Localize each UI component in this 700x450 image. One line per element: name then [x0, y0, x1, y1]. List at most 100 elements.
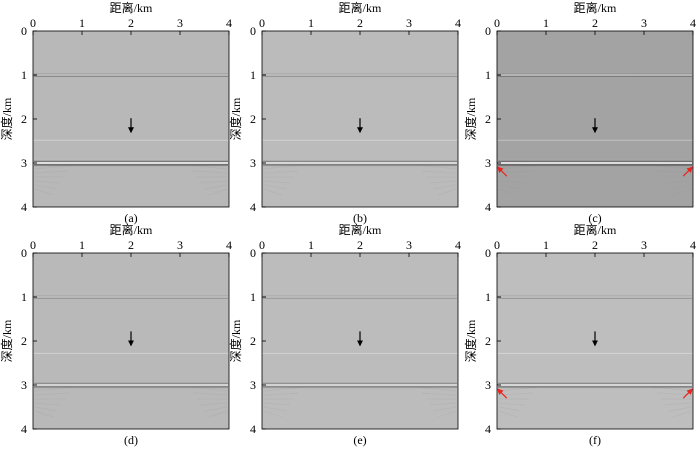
y-tick-label: 1 [21, 290, 27, 304]
x-tick-label: 3 [641, 16, 647, 30]
y-tick-label: 0 [485, 246, 491, 260]
reflector-1km [34, 73, 228, 77]
y-tick-label: 4 [21, 200, 27, 214]
noise-streak [204, 184, 228, 190]
noise-streak [664, 180, 692, 184]
y-axis-label: 深度/km [0, 97, 14, 140]
noise-streak [668, 406, 692, 412]
x-tick-label: 2 [128, 16, 134, 30]
noise-streak [263, 188, 283, 196]
noise-streak [208, 188, 228, 196]
y-tick-label: 3 [250, 156, 256, 170]
y-tick-label: 4 [250, 422, 256, 436]
noise-streak [421, 170, 457, 174]
x-tick-label: 4 [690, 238, 696, 252]
x-tick-label: 4 [226, 238, 232, 252]
noise-streak [263, 184, 287, 190]
x-tick-label: 4 [690, 16, 696, 30]
y-tick-label: 0 [250, 24, 256, 38]
x-tick-label: 0 [494, 16, 500, 30]
x-tick-label: 0 [30, 16, 36, 30]
x-tick-label: 4 [226, 16, 232, 30]
reflector-3km [263, 381, 457, 389]
noise-streak [208, 410, 228, 418]
noise-streak [263, 392, 299, 396]
y-tick-label: 2 [250, 112, 256, 126]
y-tick-label: 1 [21, 68, 27, 82]
y-axis-label: 深度/km [463, 97, 478, 140]
noise-streak [672, 188, 692, 196]
y-tick-label: 1 [485, 290, 491, 304]
y-tick-label: 0 [485, 24, 491, 38]
noise-streak [433, 406, 457, 412]
noise-streak [498, 184, 522, 190]
noise-streak [429, 180, 457, 184]
reflector-1km [34, 295, 228, 299]
y-tick-label: 0 [250, 246, 256, 260]
y-tick-label: 4 [485, 200, 491, 214]
x-tick-label: 0 [259, 238, 265, 252]
x-axis-label: 距离/km [110, 222, 153, 237]
x-axis-label: 距离/km [110, 0, 153, 15]
x-tick-label: 3 [406, 238, 412, 252]
reflector-3km [263, 159, 457, 167]
noise-streak [656, 170, 692, 174]
x-tick-label: 4 [455, 238, 461, 252]
noise-streak [437, 410, 457, 418]
red-arrow [682, 166, 693, 177]
panel-a: 0 1 2 3 4 0 1 2 3 4 距离/km 深度/km (a) [0, 0, 232, 225]
noise-streak [34, 402, 62, 406]
y-tick-label: 2 [250, 334, 256, 348]
noise-streak [498, 188, 518, 196]
y-tick-label: 3 [250, 378, 256, 392]
noise-streak [263, 410, 283, 418]
x-axis-label: 距离/km [574, 222, 617, 237]
noise-streak [656, 392, 692, 396]
noise-streak [498, 392, 534, 396]
y-tick-label: 1 [485, 68, 491, 82]
panel-e: 0 1 2 3 4 0 1 2 3 4 距离/km 深度/km (e) [228, 222, 461, 447]
noise-streak [263, 406, 287, 412]
y-tick-label: 3 [21, 156, 27, 170]
x-tick-label: 2 [592, 238, 598, 252]
y-axis-label: 深度/km [228, 319, 243, 362]
y-tick-label: 4 [485, 422, 491, 436]
noise-streak [34, 406, 58, 412]
x-tick-label: 0 [494, 238, 500, 252]
noise-streak [263, 180, 291, 184]
noise-streak [437, 188, 457, 196]
y-tick-label: 2 [485, 334, 491, 348]
noise-streak [34, 392, 70, 396]
noise-streak [421, 392, 457, 396]
y-axis-label: 深度/km [0, 319, 14, 362]
y-tick-label: 2 [21, 112, 27, 126]
y-tick-label: 4 [250, 200, 256, 214]
noise-streak [263, 402, 291, 406]
noise-streak [34, 184, 58, 190]
panel-caption: (d) [124, 433, 138, 447]
x-tick-label: 3 [406, 16, 412, 30]
y-axis-label: 深度/km [228, 97, 243, 140]
reflector-3km [34, 381, 228, 389]
noise-streak [200, 402, 228, 406]
noise-streak [192, 170, 228, 174]
noise-streak [668, 184, 692, 190]
noise-streak [34, 170, 70, 174]
x-tick-label: 1 [79, 238, 85, 252]
y-tick-label: 3 [485, 156, 491, 170]
noise-streak [34, 188, 54, 196]
x-tick-label: 0 [259, 16, 265, 30]
reflector-3km [498, 381, 692, 389]
noise-streak [498, 180, 526, 184]
x-axis-label: 距离/km [574, 0, 617, 15]
panel-d: 0 1 2 3 4 0 1 2 3 4 距离/km 深度/km (d) [0, 222, 232, 447]
y-tick-label: 2 [21, 334, 27, 348]
x-tick-label: 1 [308, 16, 314, 30]
y-tick-label: 1 [250, 68, 256, 82]
noise-streak [498, 410, 518, 418]
x-tick-label: 3 [177, 238, 183, 252]
x-tick-label: 3 [641, 238, 647, 252]
y-tick-label: 3 [21, 378, 27, 392]
